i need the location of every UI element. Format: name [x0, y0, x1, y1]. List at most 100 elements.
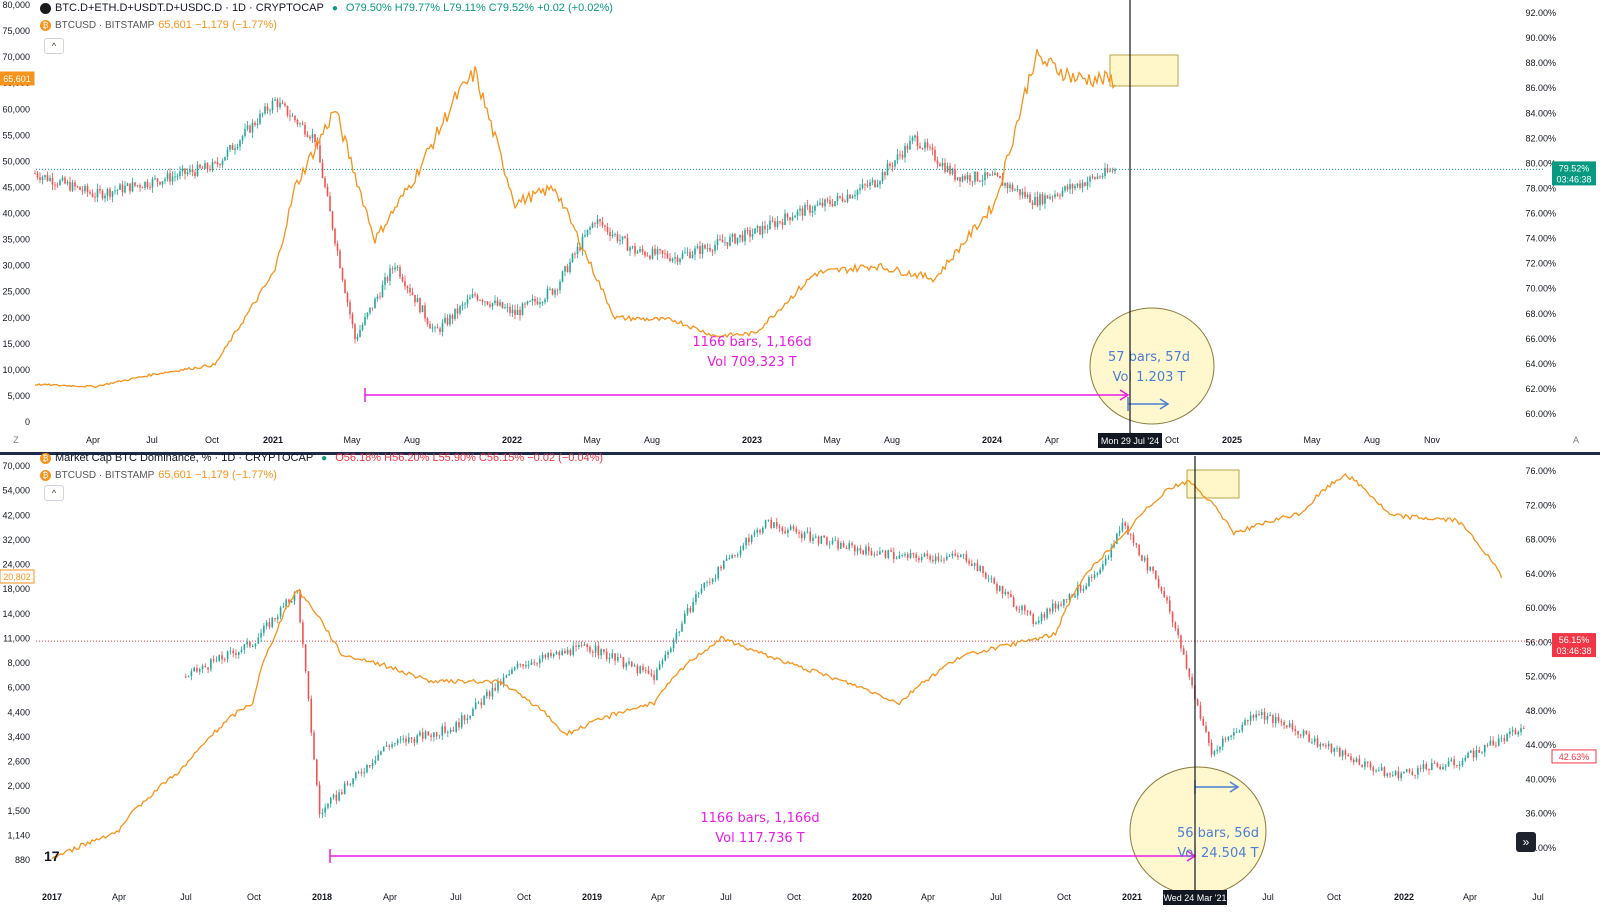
legend-symbol[interactable]: Market Cap BTC Dominance, % · 1D · CRYPT…: [55, 452, 314, 464]
legend-overlay-values: 65,601 −1,179 (−1.77%): [158, 19, 277, 31]
candle-body: [989, 174, 991, 176]
candle-body: [531, 298, 534, 301]
right-axis-tick-label: 76.00%: [1525, 466, 1556, 476]
candle-body: [519, 309, 521, 316]
candle-body: [1199, 705, 1202, 719]
candle-body: [846, 194, 849, 202]
candle-body: [731, 555, 733, 559]
candle-body: [979, 566, 982, 571]
candle-body: [249, 125, 251, 133]
legend-overlay[interactable]: BTCUSD · BITSTAMP: [55, 20, 155, 31]
candle-body: [1464, 757, 1467, 761]
candle-body: [784, 213, 786, 225]
candle-body: [581, 236, 584, 251]
candle-body: [706, 248, 709, 249]
candle-body: [241, 136, 244, 141]
legend-symbol[interactable]: BTC.D+ETH.D+USDT.D+USDC.D · 1D · CRYPTOC…: [55, 2, 324, 14]
candle-body: [431, 327, 434, 329]
candle-body: [1037, 620, 1040, 623]
candle-body: [274, 617, 276, 619]
candle-body: [536, 301, 539, 305]
candle-body: [1422, 764, 1425, 769]
candle-body: [519, 663, 522, 665]
measure-arrow-head: [1119, 389, 1130, 401]
candle-body: [714, 245, 716, 252]
candle-body: [254, 122, 256, 125]
eye-icon[interactable]: ●: [321, 453, 328, 464]
candle-body: [1074, 186, 1076, 189]
left-axis-tick-label: 80,000: [2, 0, 30, 10]
candle-body: [219, 164, 221, 166]
scroll-to-realtime-button[interactable]: »: [1516, 832, 1536, 852]
candle-body: [1336, 748, 1338, 749]
candle-body: [831, 204, 834, 206]
candle-body: [656, 249, 659, 255]
candle-body: [441, 322, 444, 333]
candle-body: [621, 236, 624, 240]
candle-body: [1191, 676, 1193, 686]
candle-body: [338, 792, 340, 801]
chart-pane-top[interactable]: 92.00% 90.00% 88.00% 86.00% 84.00% 82.00% 80.0…: [0, 0, 1600, 452]
candle-body: [842, 542, 845, 548]
candle-body: [458, 721, 460, 728]
candle-body: [436, 327, 439, 329]
candle-body: [1297, 731, 1299, 735]
candle-body: [676, 257, 679, 263]
candle-body: [550, 652, 552, 657]
candle-body: [1031, 202, 1034, 205]
candle-body: [1358, 758, 1361, 765]
candle-body: [449, 315, 451, 325]
pane-divider[interactable]: [0, 452, 1600, 455]
candle-body: [1447, 761, 1450, 766]
candle-body: [604, 225, 606, 227]
x-axis-tick-label: Aug: [884, 435, 900, 445]
candle-body: [911, 137, 914, 141]
candle-body: [1149, 566, 1152, 571]
eye-icon[interactable]: ●: [331, 3, 338, 14]
chart-pane-bottom[interactable]: 76.00% 72.00% 68.00% 64.00% 60.00% 56.00% 52.0…: [0, 452, 1600, 912]
legend-ohlc: O79.50% H79.77% L79.11% C79.52% +0.02 (+…: [345, 2, 613, 14]
candle-body: [1034, 196, 1036, 205]
candle-body: [1483, 745, 1486, 753]
candle-body: [449, 729, 452, 733]
candle-body: [216, 162, 219, 165]
candle-body: [639, 666, 641, 674]
candle-body: [1163, 591, 1166, 597]
candle-body: [809, 205, 811, 213]
candle-body: [455, 721, 457, 732]
chart-canvas-bottom[interactable]: 76.00% 72.00% 68.00% 64.00% 60.00% 56.00% 52.0…: [0, 456, 1600, 912]
candle-body: [1174, 622, 1177, 629]
candle-body: [891, 165, 894, 167]
candle-body: [1372, 767, 1375, 772]
candle-body: [1319, 744, 1322, 747]
measure-long-label-line1: 1166 bars, 1,166d: [700, 811, 819, 826]
candle-body: [124, 186, 126, 193]
x-axis-tick-label: Apr: [86, 435, 100, 445]
candle-body: [859, 188, 861, 191]
candle-body: [619, 656, 622, 658]
collapse-legend-button[interactable]: ^: [44, 38, 64, 54]
candle-body: [931, 147, 934, 150]
candle-body: [341, 268, 344, 281]
candle-body: [413, 738, 416, 743]
left-axis-tick-label: 40,000: [2, 209, 30, 219]
candle-body: [566, 649, 569, 654]
candle-body: [1433, 763, 1436, 764]
candle-body: [634, 246, 636, 254]
candle-body: [856, 190, 859, 196]
candle-body: [1051, 196, 1054, 198]
candle-body: [572, 645, 575, 655]
measure-short-arrow-head: [1229, 781, 1240, 793]
tradingview-logo[interactable]: 17: [44, 848, 60, 864]
candle-body: [932, 559, 934, 562]
candle-body: [544, 299, 546, 303]
legend-overlay[interactable]: BTCUSD · BITSTAMP: [55, 470, 155, 481]
candle-body: [725, 558, 728, 561]
candle-body: [401, 276, 404, 282]
candle-body: [1089, 176, 1091, 182]
candle-body: [836, 196, 839, 202]
candle-body: [1486, 745, 1489, 746]
right-axis-tick-label: 90.00%: [1525, 33, 1556, 43]
chart-canvas-top[interactable]: 92.00% 90.00% 88.00% 86.00% 84.00% 82.00% 80.0…: [0, 0, 1600, 452]
collapse-legend-button[interactable]: ^: [44, 485, 64, 501]
